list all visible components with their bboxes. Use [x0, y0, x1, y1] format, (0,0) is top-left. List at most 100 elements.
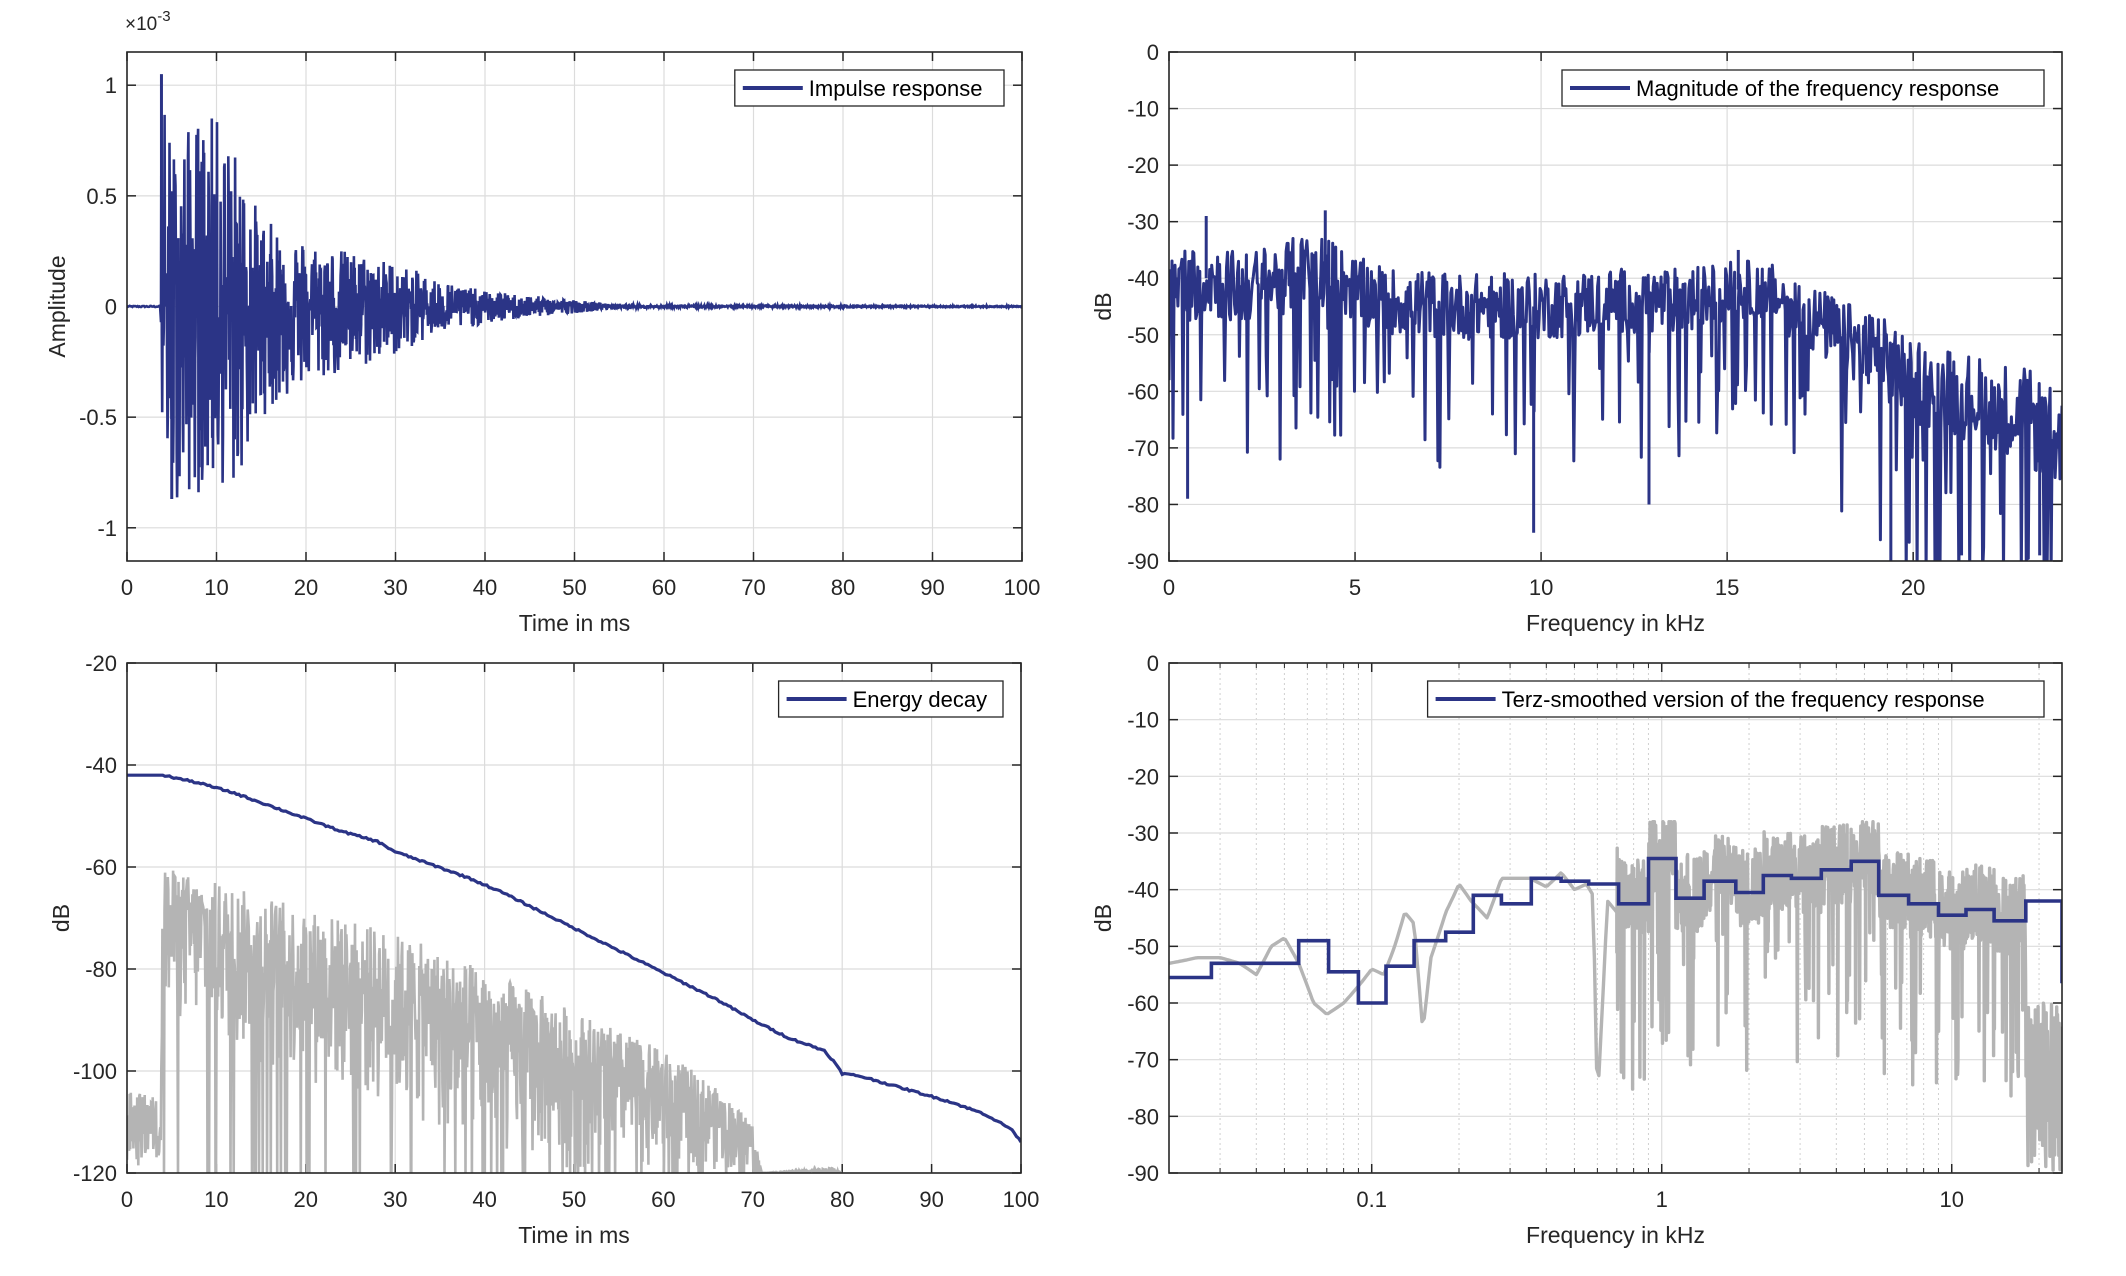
- x-axis-label: Time in ms: [519, 610, 631, 636]
- y-tick-label: -1: [97, 516, 117, 541]
- x-tick-label: 1: [1656, 1187, 1668, 1212]
- x-tick-label: 80: [831, 575, 855, 600]
- x-tick-label: 30: [383, 1187, 407, 1212]
- y-tick-label: -60: [1127, 991, 1159, 1016]
- plot-content: [1169, 820, 2062, 1172]
- y-tick-label: -80: [1127, 1104, 1159, 1129]
- legend: Energy decay: [777, 680, 1004, 718]
- x-tick-label: 70: [741, 1187, 765, 1212]
- y-tick-label: -40: [85, 753, 117, 778]
- y-tick-label: -20: [1127, 764, 1159, 789]
- x-tick-label: 80: [830, 1187, 854, 1212]
- x-tick-label: 70: [741, 575, 765, 600]
- y-tick-label: -90: [1127, 549, 1159, 574]
- chart-energy: 0 10 20 30 40 50 60 70 80 90 100 -20 -40 -60 -80 -100 -1…: [48, 651, 1039, 1248]
- y-tick-label: 0.5: [86, 184, 117, 209]
- chart-terz: 0.1 1 10 0 -10 -20 -30 -40 -50 -60 -70 -80 -90 Freque…: [1090, 651, 2063, 1248]
- axes-box: [126, 662, 1022, 1174]
- x-tick-label: 60: [652, 575, 676, 600]
- axes-box: [1168, 662, 2063, 1174]
- x-tick-label: 15: [1715, 575, 1739, 600]
- legend-box: [1561, 69, 2045, 107]
- x-tick-label: 60: [651, 1187, 675, 1212]
- y-tick-label: -70: [1127, 1048, 1159, 1073]
- y-axis-label: dB: [1090, 904, 1116, 932]
- x-tick-label: 10: [204, 575, 228, 600]
- x-tick-label: 90: [919, 1187, 943, 1212]
- y-tick-label: -50: [1127, 323, 1159, 348]
- legend-label: Energy decay: [853, 687, 988, 712]
- x-axis-label: Frequency in kHz: [1526, 1222, 1705, 1248]
- y-tick-label: -100: [73, 1059, 117, 1084]
- y-tick-label: 1: [105, 73, 117, 98]
- y-tick-label: -80: [85, 957, 117, 982]
- y-tick-label: -50: [1127, 934, 1159, 959]
- x-axis-label: Frequency in kHz: [1526, 610, 1705, 636]
- y-tick-label: 0: [1147, 40, 1159, 65]
- exponent-base: ×10: [125, 14, 157, 35]
- plot-content: [127, 773, 1021, 1173]
- legend: Terz-smoothed version of the frequency r…: [1426, 680, 2045, 718]
- y-tick-label: -70: [1127, 436, 1159, 461]
- x-tick-label: 50: [562, 575, 586, 600]
- y-axis-label: dB: [48, 904, 74, 932]
- series-terz-smoothed: [1169, 856, 2062, 1005]
- x-tick-label: 5: [1349, 575, 1361, 600]
- x-tick-label: 50: [562, 1187, 586, 1212]
- y-tick-label: -120: [73, 1161, 117, 1186]
- x-tick-label: 100: [1004, 575, 1041, 600]
- legend: Magnitude of the frequency response: [1561, 69, 2045, 107]
- legend-label: Terz-smoothed version of the frequency r…: [1502, 687, 1985, 712]
- x-tick-label: 90: [920, 575, 944, 600]
- series-unsmoothed-response: [1169, 820, 2062, 1172]
- chart-magnitude: 0 5 10 15 20 0 -10 -20 -30 -40 -50 -60 -70 -80 -90 Freq…: [1090, 40, 2063, 636]
- x-tick-label: 10: [1529, 575, 1553, 600]
- x-tick-label: 40: [472, 1187, 496, 1212]
- x-tick-label: 30: [383, 575, 407, 600]
- y-tick-label: -60: [1127, 379, 1159, 404]
- x-tick-label: 40: [473, 575, 497, 600]
- y-tick-label: -10: [1127, 708, 1159, 733]
- y-tick-label: -60: [85, 855, 117, 880]
- x-tick-label: 0: [1163, 575, 1175, 600]
- plot-content: [127, 74, 1022, 500]
- series-impulse-response: [127, 114, 1022, 498]
- series-magnitude: [1169, 237, 2062, 561]
- chart-impulse: 0 10 20 30 40 50 60 70 80 90 100 -1 -0.5 0 0.5 1 ×10-3 Ti…: [44, 8, 1040, 636]
- y-tick-label: -80: [1127, 492, 1159, 517]
- legend-label: Magnitude of the frequency response: [1636, 76, 1999, 101]
- y-tick-label: -40: [1127, 266, 1159, 291]
- y-tick-label: -30: [1127, 821, 1159, 846]
- x-tick-label: 10: [1939, 1187, 1963, 1212]
- y-tick-label: -10: [1127, 97, 1159, 122]
- y-tick-label: -40: [1127, 878, 1159, 903]
- x-tick-label: 10: [204, 1187, 228, 1212]
- y-tick-label: 0: [105, 295, 117, 320]
- y-tick-label: 0: [1147, 651, 1159, 676]
- axes-box: [126, 51, 1023, 562]
- series-energy-decay: [127, 773, 1021, 1143]
- x-tick-label: 20: [294, 1187, 318, 1212]
- x-tick-label: 0.1: [1356, 1187, 1387, 1212]
- legend-box: [1426, 680, 2045, 718]
- y-exponent-label: ×10-3: [125, 8, 171, 35]
- legend: Impulse response: [734, 69, 1005, 107]
- y-tick-label: -20: [1127, 153, 1159, 178]
- plot-content: [1169, 210, 2062, 561]
- y-tick-label: -90: [1127, 1161, 1159, 1186]
- x-tick-label: 0: [121, 575, 133, 600]
- x-tick-label: 0: [121, 1187, 133, 1212]
- legend-label: Impulse response: [809, 76, 983, 101]
- x-tick-label: 20: [294, 575, 318, 600]
- x-tick-label: 100: [1003, 1187, 1040, 1212]
- y-tick-label: -0.5: [79, 405, 117, 430]
- y-axis-label: Amplitude: [44, 255, 70, 357]
- y-tick-label: -20: [85, 651, 117, 676]
- y-axis-label: dB: [1090, 292, 1116, 320]
- series-squared-impulse: [127, 870, 843, 1173]
- x-tick-label: 20: [1901, 575, 1925, 600]
- legend-box: [777, 680, 1004, 718]
- exponent-power: -3: [157, 8, 170, 25]
- x-axis-label: Time in ms: [518, 1222, 630, 1248]
